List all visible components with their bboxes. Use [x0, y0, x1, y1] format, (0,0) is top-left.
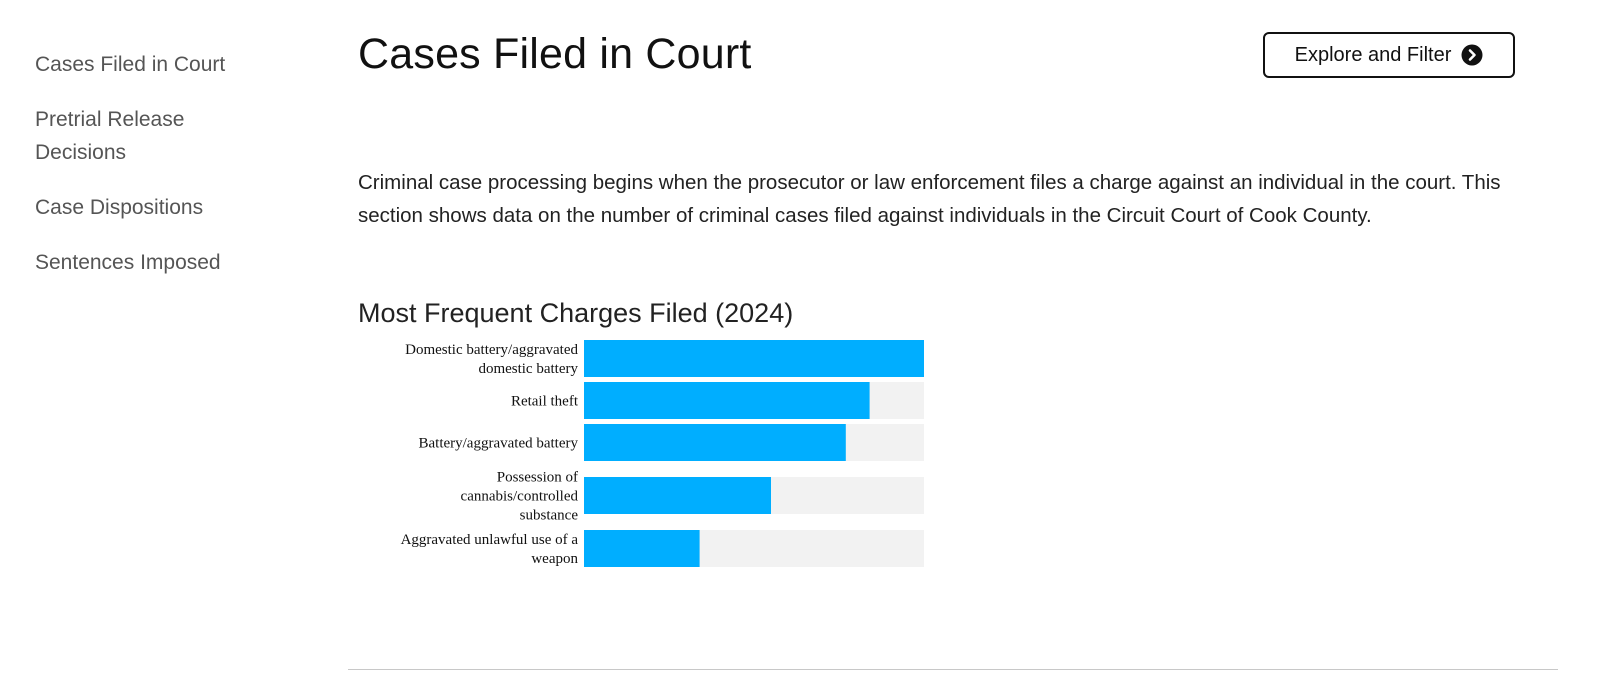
bar[interactable]	[584, 382, 870, 419]
bar[interactable]	[584, 340, 924, 377]
page-title: Cases Filed in Court	[358, 30, 752, 78]
bar-label: Possession of cannabis/controlled substanc…	[461, 470, 579, 524]
explore-button-label: Explore and Filter	[1294, 43, 1452, 66]
bar[interactable]	[584, 477, 771, 514]
explore-and-filter-button[interactable]: Explore and Filter	[1263, 32, 1515, 78]
sidebar-item-case-dispositions[interactable]: Case Dispositions	[35, 196, 204, 219]
bar[interactable]	[584, 424, 846, 461]
bar-label: Domestic battery/aggravated domestic batt…	[405, 342, 578, 377]
sidebar-item-cases-filed[interactable]: Cases Filed in Court	[35, 53, 226, 76]
bar-label: Battery/aggravated battery	[418, 436, 578, 452]
bar-label: Retail theft	[511, 394, 579, 410]
arrow-circle-right-icon	[1461, 44, 1483, 66]
chart-title: Most Frequent Charges Filed (2024)	[358, 298, 794, 328]
bar-label: Aggravated unlawful use of a weapon	[401, 532, 579, 567]
intro-paragraph: Criminal case processing begins when the…	[358, 171, 1501, 227]
sidebar-item-pretrial-release[interactable]: Pretrial Release Decisions	[35, 108, 185, 164]
section-divider	[348, 669, 1558, 670]
sidebar-item-sentences-imposed[interactable]: Sentences Imposed	[35, 251, 221, 274]
charges-bar-chart: Domestic battery/aggravated domestic batt…	[401, 340, 924, 567]
bar[interactable]	[584, 530, 700, 567]
sidebar-nav: Cases Filed in Court Pretrial Release De…	[35, 48, 295, 301]
